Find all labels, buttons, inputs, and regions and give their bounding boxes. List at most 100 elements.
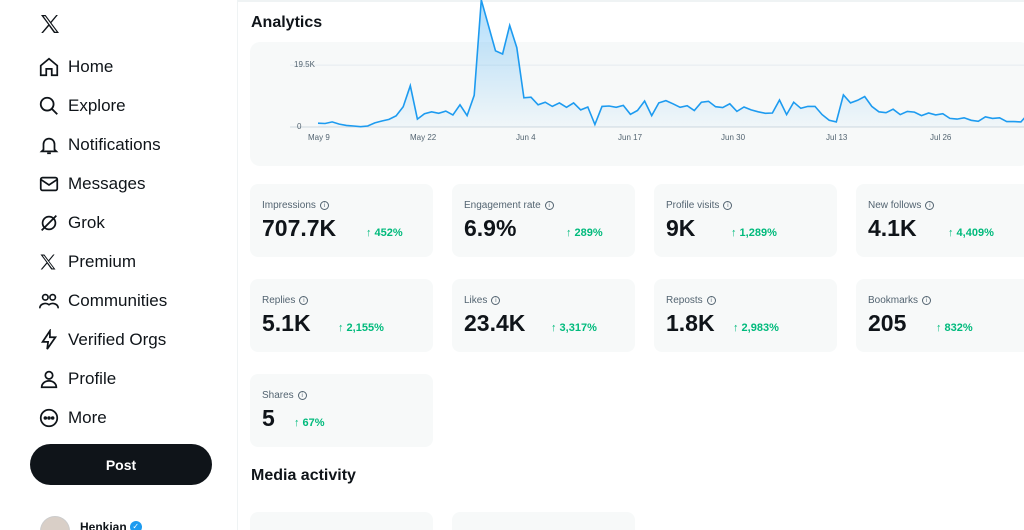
chart-x-tick-label: May 22: [410, 133, 437, 142]
chart-y-tick-label: 0: [297, 122, 302, 131]
info-icon[interactable]: i: [706, 296, 716, 305]
metric-title: Bookmarks: [868, 295, 919, 306]
metric-value: 23.4K: [464, 310, 526, 336]
chart-x-tick-label: Jun 4: [516, 133, 536, 142]
metric-change: ↑ 3,317%: [551, 322, 597, 334]
sidebar-item-label: Verified Orgs: [68, 330, 167, 349]
metric-card-bookmarks[interactable]: Bookmarks i 205 ↑ 832%: [856, 279, 1024, 352]
metric-card-impressions[interactable]: Impressions i 707.7K ↑ 452%: [250, 184, 433, 257]
chart-x-tick-label: May 9: [308, 133, 330, 142]
chart-x-tick-label: Jul 13: [826, 133, 848, 142]
metric-card-shares[interactable]: Shares i 5 ↑ 67%: [250, 374, 433, 447]
chart-x-tick-label: Jul 26: [930, 133, 952, 142]
sidebar-item-notifications[interactable]: Notifications: [30, 126, 220, 164]
sidebar-item-grok[interactable]: Grok: [30, 204, 220, 242]
metric-card-profile-visits[interactable]: Profile visits i 9K ↑ 1,289%: [654, 184, 837, 257]
chart-line: [317, 0, 1024, 128]
media-card: [250, 512, 433, 530]
home-icon: [30, 48, 68, 86]
sidebar-item-label: Profile: [68, 369, 117, 388]
lightning-icon: [30, 321, 68, 359]
metric-value: 205: [868, 310, 907, 336]
account-switcher[interactable]: Henkian ✓: [40, 516, 142, 530]
sidebar-item-messages[interactable]: Messages: [30, 165, 220, 203]
metric-title: New follows: [868, 200, 922, 211]
verified-badge-icon: ✓: [129, 521, 142, 530]
metric-title: Reposts: [666, 295, 703, 306]
sidebar-item-label: Explore: [68, 96, 126, 115]
x-logo-icon[interactable]: [38, 12, 62, 36]
chart-x-tick-label: Jun 17: [618, 133, 643, 142]
post-button[interactable]: Post: [30, 444, 212, 485]
sidebar-item-label: More: [68, 408, 107, 427]
metric-change: ↑ 2,155%: [338, 322, 384, 334]
metric-value: 5.1K: [262, 310, 311, 336]
media-activity-title: Media activity: [251, 467, 356, 484]
metric-value: 4.1K: [868, 215, 917, 241]
sidebar-item-communities[interactable]: Communities: [30, 282, 220, 320]
grok-icon: [30, 204, 68, 242]
metric-title: Impressions: [262, 200, 316, 211]
sidebar-item-label: Communities: [68, 291, 168, 310]
chart-x-tick-label: Jun 30: [721, 133, 746, 142]
metric-value: 1.8K: [666, 310, 715, 336]
metric-value: 5: [262, 405, 275, 431]
metric-card-reposts[interactable]: Reposts i 1.8K ↑ 2,983%: [654, 279, 837, 352]
info-icon[interactable]: i: [925, 201, 935, 210]
sidebar-item-label: Premium: [68, 252, 137, 271]
metric-title: Replies: [262, 295, 296, 306]
metric-card-replies[interactable]: Replies i 5.1K ↑ 2,155%: [250, 279, 433, 352]
metric-card-likes[interactable]: Likes i 23.4K ↑ 3,317%: [452, 279, 635, 352]
avatar: [40, 516, 70, 530]
media-card: [452, 512, 635, 530]
people-icon: [30, 282, 68, 320]
info-icon[interactable]: i: [319, 201, 329, 210]
sidebar-item-label: Messages: [68, 174, 146, 193]
info-icon[interactable]: i: [299, 296, 309, 305]
metric-change: ↑ 289%: [566, 227, 603, 239]
metric-change: ↑ 67%: [294, 417, 325, 429]
impressions-chart[interactable]: 19.5K 0 May 9 May 22 Jun 4 Jun 17 Jun 30 Jul 1…: [250, 0, 1024, 166]
metric-change: ↑ 4,409%: [948, 227, 994, 239]
top-divider: [238, 0, 1024, 2]
metric-value: 707.7K: [262, 215, 337, 241]
info-icon[interactable]: i: [544, 201, 554, 210]
person-icon: [30, 360, 68, 398]
metric-change: ↑ 832%: [936, 322, 973, 334]
sidebar-item-label: Home: [68, 57, 114, 76]
analytics-title: Analytics: [251, 14, 323, 31]
envelope-icon: [30, 165, 68, 203]
account-name: Henkian: [80, 520, 127, 530]
metric-title: Engagement rate: [464, 200, 541, 211]
sidebar-item-label: Notifications: [68, 135, 161, 154]
metric-card-new-follows[interactable]: New follows i 4.1K ↑ 4,409%: [856, 184, 1024, 257]
sidebar-item-explore[interactable]: Explore: [30, 87, 220, 125]
info-icon[interactable]: i: [922, 296, 932, 305]
chart-area: [318, 0, 1024, 127]
sidebar-item-premium[interactable]: Premium: [30, 243, 220, 281]
sidebar-item-more[interactable]: More: [30, 399, 220, 437]
x-logo-icon: [30, 243, 68, 281]
metric-value: 6.9%: [464, 215, 517, 241]
info-icon[interactable]: i: [723, 201, 733, 210]
sidebar-item-label: Grok: [68, 213, 105, 232]
bell-icon: [30, 126, 68, 164]
sidebar-item-profile[interactable]: Profile: [30, 360, 220, 398]
sidebar: Home Explore Notifications Messages Grok…: [0, 0, 238, 530]
info-icon[interactable]: i: [297, 391, 307, 400]
metric-title: Profile visits: [666, 200, 720, 211]
more-circle-icon: [30, 399, 68, 437]
metric-change: ↑ 452%: [366, 227, 403, 239]
metric-value: 9K: [666, 215, 696, 241]
metric-title: Likes: [464, 295, 488, 306]
metric-change: ↑ 2,983%: [733, 322, 779, 334]
main-content: Analytics 19.5K 0 May 9 May 22 Jun 4 Jun 17 J…: [238, 0, 1024, 530]
metric-change: ↑ 1,289%: [731, 227, 777, 239]
chart-svg: 19.5K 0 May 9 May 22 Jun 4 Jun 17 Jun 30 Jul 1…: [290, 0, 1024, 142]
sidebar-item-verified-orgs[interactable]: Verified Orgs: [30, 321, 220, 359]
metric-title: Shares: [262, 390, 294, 401]
metric-card-engagement-rate[interactable]: Engagement rate i 6.9% ↑ 289%: [452, 184, 635, 257]
info-icon[interactable]: i: [491, 296, 501, 305]
chart-y-tick-label: 19.5K: [294, 60, 316, 69]
sidebar-item-home[interactable]: Home: [30, 48, 220, 86]
